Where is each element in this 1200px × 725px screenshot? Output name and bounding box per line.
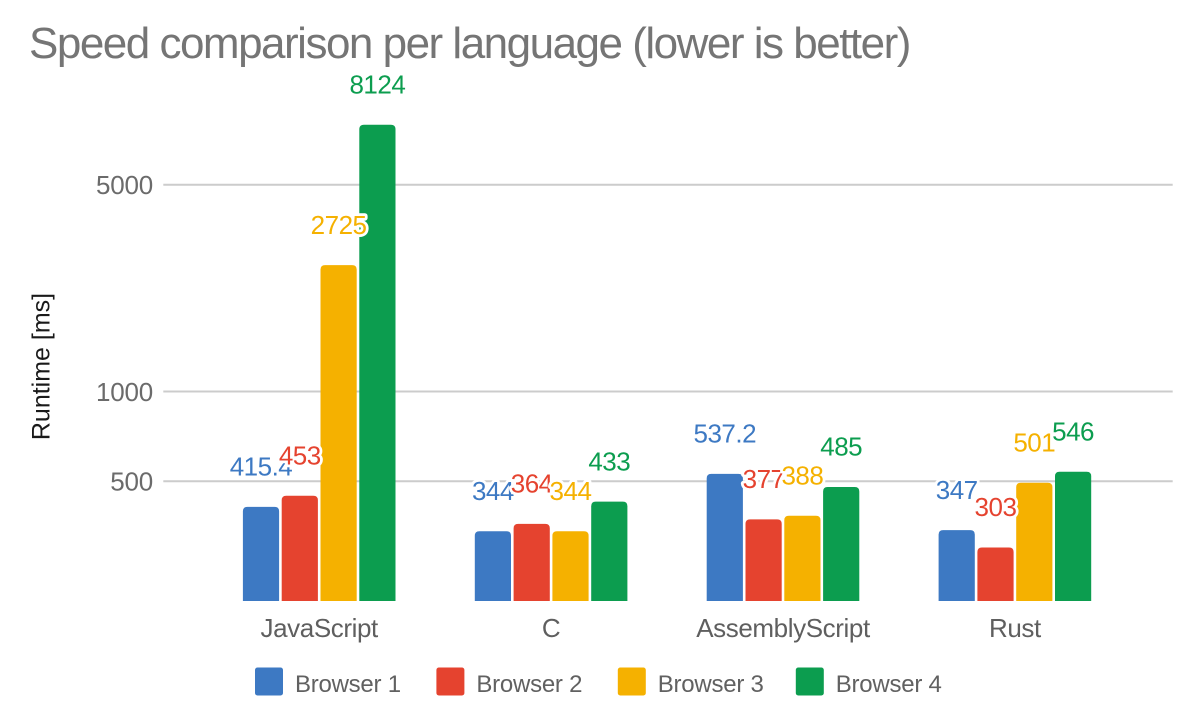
svg-text:1000: 1000: [96, 377, 153, 407]
svg-text:5000: 5000: [96, 170, 153, 200]
svg-text:Browser 4: Browser 4: [836, 671, 942, 698]
svg-text:Browser 3: Browser 3: [658, 671, 764, 698]
svg-text:388: 388: [781, 460, 823, 490]
svg-text:C: C: [542, 613, 560, 643]
svg-text:537.2: 537.2: [694, 419, 757, 449]
svg-text:377: 377: [743, 464, 785, 494]
svg-text:453: 453: [279, 441, 321, 471]
svg-text:Browser 2: Browser 2: [476, 671, 582, 698]
svg-text:303: 303: [975, 492, 1017, 522]
svg-text:501: 501: [1013, 428, 1055, 458]
svg-text:2725: 2725: [311, 210, 367, 240]
svg-text:485: 485: [820, 432, 862, 462]
svg-text:Rust: Rust: [989, 613, 1042, 643]
svg-text:344: 344: [550, 476, 592, 506]
svg-text:546: 546: [1052, 417, 1094, 447]
svg-text:AssemblyScript: AssemblyScript: [696, 613, 871, 643]
svg-text:433: 433: [588, 446, 630, 476]
svg-text:Speed comparison per language: Speed comparison per language (lower is …: [29, 19, 910, 68]
svg-text:Browser 1: Browser 1: [295, 671, 401, 698]
svg-text:500: 500: [110, 467, 153, 497]
svg-text:344: 344: [472, 476, 514, 506]
svg-text:415.4: 415.4: [230, 452, 293, 482]
svg-text:364: 364: [511, 469, 553, 499]
svg-text:347: 347: [936, 475, 978, 505]
svg-text:JavaScript: JavaScript: [261, 613, 380, 643]
svg-text:Runtime [ms]: Runtime [ms]: [28, 293, 56, 440]
svg-text:8124: 8124: [349, 69, 405, 99]
